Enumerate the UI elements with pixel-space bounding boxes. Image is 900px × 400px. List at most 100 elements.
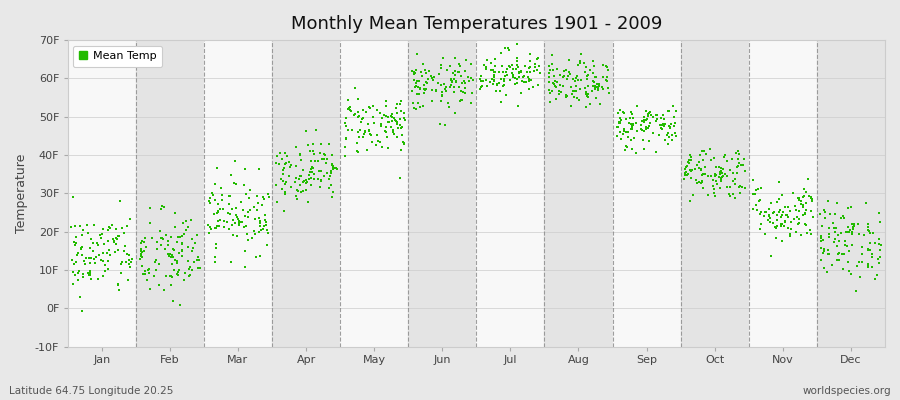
Point: [277, 191, 292, 198]
Point: [112, 233, 126, 240]
Point: [215, 197, 230, 203]
Point: [247, 204, 261, 210]
Point: [723, 167, 737, 173]
Point: [533, 69, 547, 76]
Point: [202, 230, 216, 236]
Point: [458, 85, 473, 91]
Point: [124, 256, 139, 262]
Point: [745, 190, 760, 197]
Point: [282, 159, 296, 166]
Point: [134, 240, 148, 246]
Point: [393, 101, 408, 107]
Point: [707, 190, 722, 196]
Point: [842, 227, 857, 233]
Point: [366, 120, 381, 126]
Point: [658, 137, 672, 144]
Point: [581, 91, 596, 98]
Point: [292, 176, 306, 182]
Point: [731, 156, 745, 162]
Point: [350, 96, 365, 102]
Point: [780, 211, 795, 218]
Point: [464, 74, 479, 81]
Point: [412, 78, 427, 84]
Point: [487, 72, 501, 78]
Point: [637, 145, 652, 152]
Point: [510, 61, 525, 68]
Point: [542, 70, 556, 76]
Point: [599, 63, 614, 70]
Point: [814, 245, 829, 251]
Point: [374, 143, 389, 150]
Point: [570, 95, 584, 102]
Point: [154, 205, 168, 212]
Point: [831, 232, 845, 238]
Point: [783, 230, 797, 237]
Point: [394, 124, 409, 130]
Point: [854, 259, 868, 265]
Point: [590, 81, 604, 87]
Point: [290, 187, 304, 193]
Point: [320, 156, 335, 163]
Point: [394, 108, 409, 114]
Point: [729, 170, 743, 176]
Point: [642, 123, 656, 129]
Point: [454, 97, 468, 103]
Point: [71, 270, 86, 276]
Point: [485, 67, 500, 74]
Point: [434, 62, 448, 68]
Point: [299, 176, 313, 183]
Point: [829, 225, 843, 232]
Point: [545, 66, 560, 73]
Point: [480, 57, 494, 63]
Point: [355, 116, 369, 122]
Point: [762, 212, 777, 219]
Point: [249, 254, 264, 260]
Point: [806, 196, 820, 202]
Point: [365, 139, 380, 145]
Point: [216, 206, 230, 212]
Point: [250, 207, 265, 214]
Point: [414, 69, 428, 75]
Point: [542, 87, 556, 94]
Point: [567, 94, 581, 100]
Point: [666, 102, 680, 109]
Point: [276, 208, 291, 214]
Point: [396, 138, 410, 145]
Point: [766, 220, 780, 227]
Point: [483, 60, 498, 66]
Point: [738, 185, 752, 192]
Point: [448, 78, 463, 85]
Point: [370, 107, 384, 113]
Point: [440, 67, 454, 74]
Point: [487, 77, 501, 83]
Point: [611, 110, 625, 116]
Point: [505, 70, 519, 76]
Point: [383, 113, 398, 119]
Point: [464, 61, 479, 68]
Point: [706, 155, 721, 162]
Point: [690, 162, 705, 168]
Point: [526, 84, 540, 90]
Point: [802, 193, 816, 200]
Point: [708, 178, 723, 184]
Point: [108, 248, 122, 255]
Point: [653, 125, 668, 132]
Point: [326, 166, 340, 172]
Point: [279, 179, 293, 185]
Point: [314, 178, 328, 184]
Point: [639, 125, 653, 132]
Point: [231, 216, 246, 222]
Point: [662, 125, 677, 132]
Point: [822, 234, 836, 241]
Point: [387, 115, 401, 121]
Point: [171, 250, 185, 256]
Point: [849, 288, 863, 294]
Point: [120, 251, 134, 257]
Point: [691, 158, 706, 165]
Point: [342, 106, 356, 112]
Point: [588, 84, 602, 90]
Point: [252, 228, 266, 235]
Point: [619, 129, 634, 135]
Point: [346, 112, 361, 118]
Point: [277, 160, 292, 167]
